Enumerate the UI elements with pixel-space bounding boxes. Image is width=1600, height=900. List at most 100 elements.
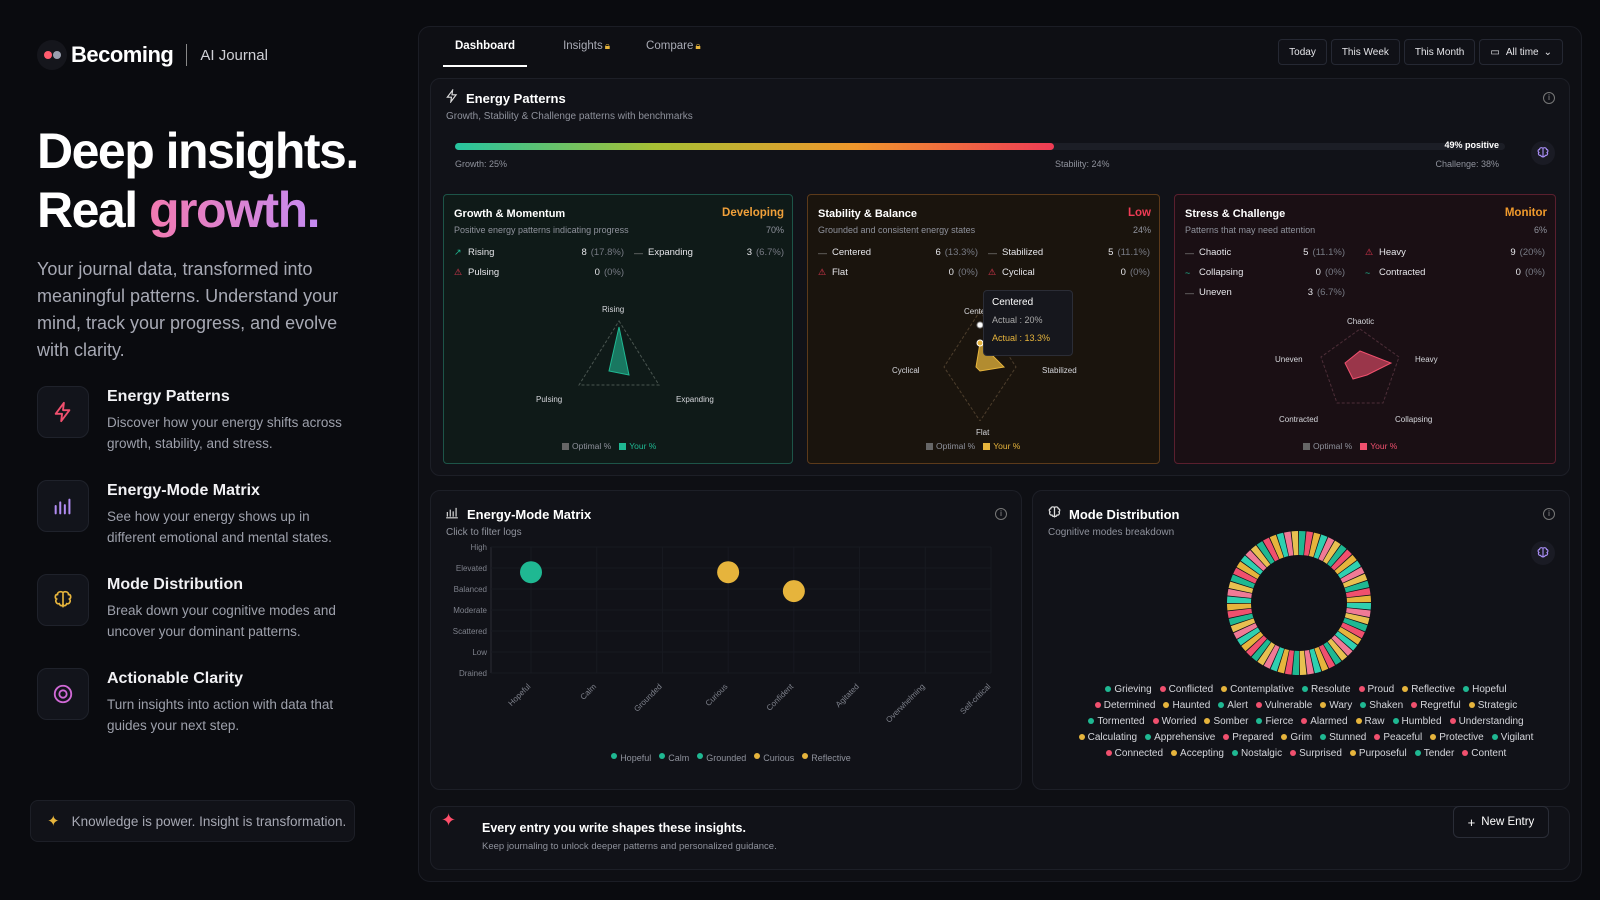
legend-label[interactable]: Hopeful xyxy=(1472,683,1507,695)
donut-slice[interactable] xyxy=(1251,639,1271,662)
donut-slice[interactable] xyxy=(1227,588,1252,598)
donut-slice[interactable] xyxy=(1230,618,1256,633)
range-month-button[interactable]: This Month xyxy=(1403,39,1476,65)
donut-slice[interactable] xyxy=(1246,635,1267,657)
donut-slice[interactable] xyxy=(1335,631,1358,651)
legend-label[interactable]: Prepared xyxy=(1232,731,1274,743)
donut-slice[interactable] xyxy=(1250,545,1271,568)
scatter-point[interactable] xyxy=(782,580,805,603)
donut-slice[interactable] xyxy=(1340,567,1365,583)
legend-label[interactable]: Determined xyxy=(1103,699,1156,711)
donut-slice[interactable] xyxy=(1292,650,1299,675)
legend-label[interactable]: Vulnerable xyxy=(1264,699,1313,711)
donut-slice[interactable] xyxy=(1240,555,1263,575)
donut-slice[interactable] xyxy=(1245,550,1267,571)
legend-label[interactable]: Purposeful xyxy=(1358,747,1407,759)
legend-label[interactable]: Conflicted xyxy=(1168,683,1214,695)
info-icon[interactable]: i xyxy=(1543,508,1555,520)
legend-label[interactable]: Resolute xyxy=(1311,683,1351,695)
donut-slice[interactable] xyxy=(1237,627,1261,646)
donut-slice[interactable] xyxy=(1241,631,1264,652)
donut-slice[interactable] xyxy=(1299,531,1306,556)
donut-slice[interactable] xyxy=(1227,596,1252,603)
donut-slice[interactable] xyxy=(1346,603,1371,610)
legend-label[interactable]: Peaceful xyxy=(1383,731,1423,743)
legend-label[interactable]: Alarmed xyxy=(1310,715,1348,727)
legend-label[interactable]: Tender xyxy=(1423,747,1455,759)
donut-slice[interactable] xyxy=(1284,650,1294,675)
legend-label[interactable]: Surprised xyxy=(1299,747,1342,759)
stress-card[interactable]: Stress & Challenge Patterns that may nee… xyxy=(1174,194,1556,464)
donut-slice[interactable] xyxy=(1233,623,1258,639)
donut-slice[interactable] xyxy=(1313,534,1328,559)
legend-label[interactable]: Worried xyxy=(1161,715,1197,727)
legend-label[interactable]: Raw xyxy=(1364,715,1385,727)
donut-slice[interactable] xyxy=(1236,561,1260,579)
donut-slice[interactable] xyxy=(1256,541,1275,565)
tab-insights[interactable]: Insights 🔒︎ xyxy=(563,27,610,67)
legend-label[interactable]: Grim xyxy=(1290,731,1313,743)
donut-slice[interactable] xyxy=(1228,581,1254,594)
donut-slice[interactable] xyxy=(1323,540,1341,564)
legend-label[interactable]: Wary xyxy=(1329,699,1353,711)
donut-slice[interactable] xyxy=(1346,608,1371,618)
legend-label[interactable]: Grieving xyxy=(1114,683,1152,695)
legend-label[interactable]: Fierce xyxy=(1265,715,1294,727)
legend-label[interactable]: Contemplative xyxy=(1230,683,1295,695)
new-entry-button[interactable]: + New Entry xyxy=(1453,806,1549,838)
donut-slice[interactable] xyxy=(1304,649,1314,675)
info-icon[interactable]: i xyxy=(995,508,1007,520)
growth-card[interactable]: Growth & Momentum Positive energy patter… xyxy=(443,194,793,464)
range-week-button[interactable]: This Week xyxy=(1330,39,1400,65)
range-all-time-dropdown[interactable]: ▭ All time ⌄ xyxy=(1479,39,1563,65)
donut-slice[interactable] xyxy=(1323,641,1342,665)
legend-label[interactable]: Vigilant xyxy=(1500,731,1534,743)
legend-label[interactable]: Calculating xyxy=(1087,731,1138,743)
legend-label[interactable]: Proud xyxy=(1367,683,1395,695)
donut-slice[interactable] xyxy=(1276,532,1289,558)
legend-label[interactable]: Strategic xyxy=(1477,699,1518,711)
donut-slice[interactable] xyxy=(1319,644,1335,669)
donut-slice[interactable] xyxy=(1327,638,1348,661)
tab-dashboard[interactable]: Dashboard xyxy=(443,27,528,67)
legend-label[interactable]: Nostalgic xyxy=(1240,747,1283,759)
brain-icon[interactable] xyxy=(1531,141,1555,165)
donut-slice[interactable] xyxy=(1277,648,1290,674)
donut-slice[interactable] xyxy=(1318,537,1335,562)
legend-label[interactable]: Humbled xyxy=(1401,715,1442,727)
donut-slice[interactable] xyxy=(1344,612,1370,625)
donut-slice[interactable] xyxy=(1331,549,1352,571)
donut-slice[interactable] xyxy=(1227,608,1253,618)
donut-slice[interactable] xyxy=(1309,648,1322,674)
donut-slice[interactable] xyxy=(1342,573,1368,588)
donut-slice[interactable] xyxy=(1257,642,1275,666)
scatter-point[interactable] xyxy=(520,561,542,584)
legend-label[interactable]: Understanding xyxy=(1458,715,1524,727)
legend-label[interactable]: Protective xyxy=(1439,731,1484,743)
donut-slice[interactable] xyxy=(1346,595,1371,603)
legend-label[interactable]: Reflective xyxy=(1411,683,1456,695)
mode-donut-chart[interactable] xyxy=(1225,529,1373,677)
brain-button[interactable] xyxy=(1531,541,1555,565)
legend-label[interactable]: Somber xyxy=(1213,715,1249,727)
legend-label[interactable]: Accepting xyxy=(1180,747,1224,759)
donut-slice[interactable] xyxy=(1299,650,1307,675)
legend-label[interactable]: Regretful xyxy=(1420,699,1461,711)
donut-slice[interactable] xyxy=(1227,603,1252,611)
donut-slice[interactable] xyxy=(1338,627,1362,645)
donut-slice[interactable] xyxy=(1228,613,1254,626)
donut-slice[interactable] xyxy=(1308,532,1321,558)
legend-label[interactable]: Stunned xyxy=(1329,731,1367,743)
donut-slice[interactable] xyxy=(1284,531,1294,557)
legend-label[interactable]: Haunted xyxy=(1172,699,1211,711)
donut-slice[interactable] xyxy=(1337,560,1361,579)
donut-slice[interactable] xyxy=(1270,647,1285,672)
legend-label[interactable]: Alert xyxy=(1227,699,1248,711)
legend-label[interactable]: Tormented xyxy=(1097,715,1145,727)
legend-label[interactable]: Shaken xyxy=(1369,699,1404,711)
donut-slice[interactable] xyxy=(1343,617,1368,632)
donut-slice[interactable] xyxy=(1304,531,1314,556)
donut-slice[interactable] xyxy=(1291,531,1299,556)
donut-slice[interactable] xyxy=(1269,534,1284,560)
range-today-button[interactable]: Today xyxy=(1278,39,1327,65)
